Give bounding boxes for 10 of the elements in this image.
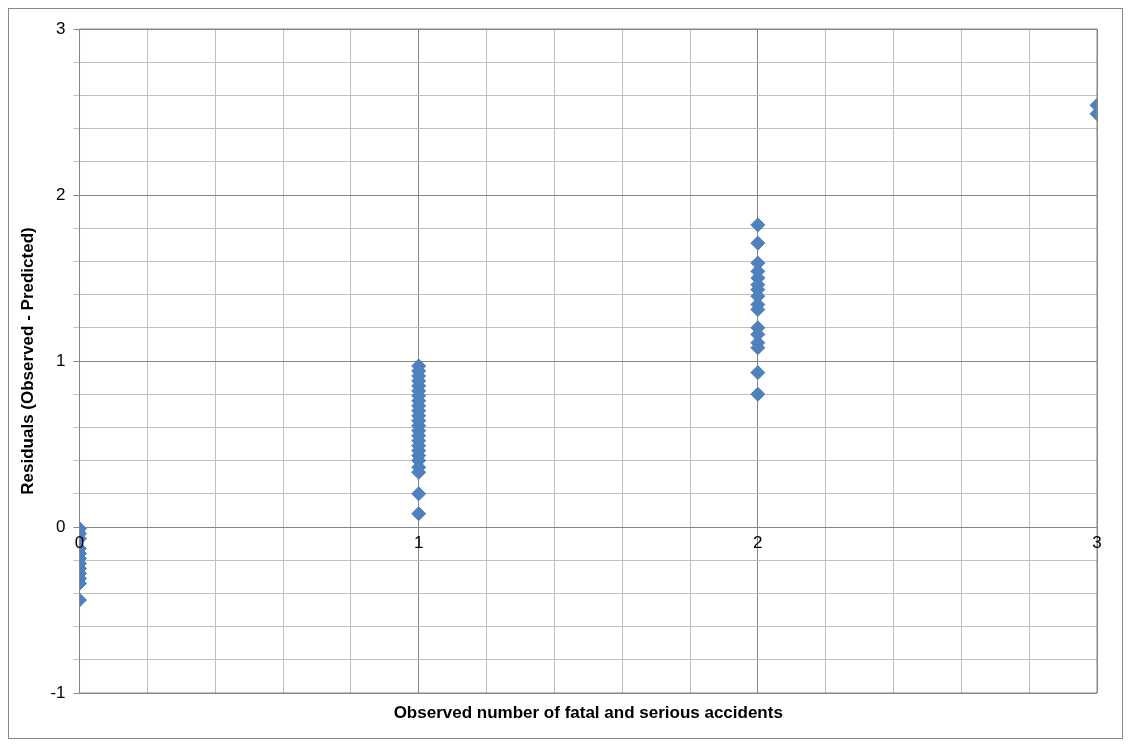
y-tick-label: 0 bbox=[56, 516, 66, 536]
y-tick-label: -1 bbox=[50, 682, 66, 702]
y-axis-title: Residuals (Observed - Predicted) bbox=[17, 227, 37, 495]
y-tick-label: 1 bbox=[56, 350, 66, 370]
x-axis-title: Observed number of fatal and serious accidents bbox=[393, 703, 783, 723]
x-tick-label: 1 bbox=[413, 533, 424, 553]
x-tick-label: 2 bbox=[753, 533, 763, 553]
y-tick-label: 2 bbox=[56, 184, 66, 204]
x-tick-label: 3 bbox=[1092, 533, 1102, 553]
y-tick-label: 3 bbox=[56, 18, 66, 38]
